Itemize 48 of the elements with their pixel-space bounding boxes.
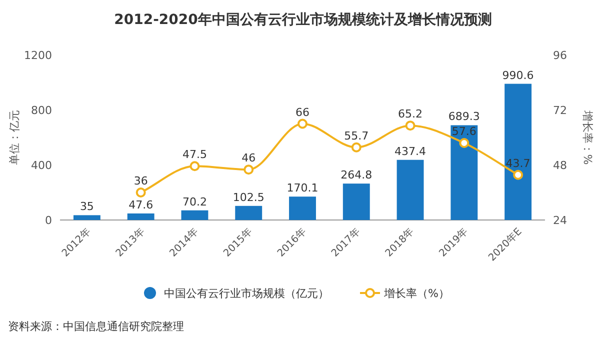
data-label: 66 (296, 106, 310, 119)
data-label: 689.3 (448, 110, 480, 124)
point (298, 118, 308, 129)
bar (396, 160, 424, 220)
data-label: 170.1 (286, 182, 318, 195)
data-label: 102.5 (232, 190, 264, 204)
legend-label: 增长率（%） (383, 287, 450, 300)
point (136, 188, 146, 198)
y2-tick-label: 24 (553, 214, 567, 227)
y-tick-label: 0 (45, 214, 52, 227)
data-label: 55.7 (344, 129, 369, 142)
y2-tick-label: 96 (553, 49, 567, 62)
data-label: 35 (80, 200, 94, 214)
bar (127, 213, 154, 220)
data-label: 437.4 (394, 144, 426, 158)
data-label: 57.6 (452, 125, 476, 138)
data-label: 990.6 (502, 68, 534, 82)
point (190, 161, 200, 172)
data-label: 43.7 (506, 156, 530, 170)
y-tick-label: 800 (31, 104, 52, 117)
data-label: 47.5 (182, 148, 207, 162)
y-tick-label: 400 (31, 159, 52, 172)
data-label: 70.2 (182, 195, 207, 208)
bar (181, 210, 208, 220)
point (513, 170, 524, 180)
bar (342, 184, 370, 220)
point (459, 138, 470, 148)
bar (289, 196, 316, 220)
bar (235, 206, 262, 220)
y2-tick-label: 48 (553, 159, 567, 172)
data-label: 65.2 (398, 108, 423, 121)
bar (504, 84, 532, 220)
bar (73, 215, 100, 220)
legend-label: 中国公有云行业市场规模（亿元） (164, 287, 329, 300)
data-label: 264.8 (340, 168, 372, 182)
y2-tick-label: 72 (553, 104, 567, 117)
point (351, 142, 362, 152)
data-label: 47.6 (128, 198, 154, 212)
y-tick-label: 1200 (24, 49, 52, 62)
text: 资料来源：中国信息通信研究院整理 (8, 320, 184, 333)
bar (450, 125, 478, 220)
y2-axis-title: 增长率：% (581, 109, 594, 165)
data-label: 36 (134, 174, 148, 188)
title: 2012-2020年中国公有云行业市场规模统计及增长情况预测 (114, 12, 492, 28)
y-axis-title: 单位：亿元 (8, 110, 21, 165)
point (405, 120, 416, 131)
point (244, 164, 254, 175)
data-label: 46 (242, 152, 256, 165)
